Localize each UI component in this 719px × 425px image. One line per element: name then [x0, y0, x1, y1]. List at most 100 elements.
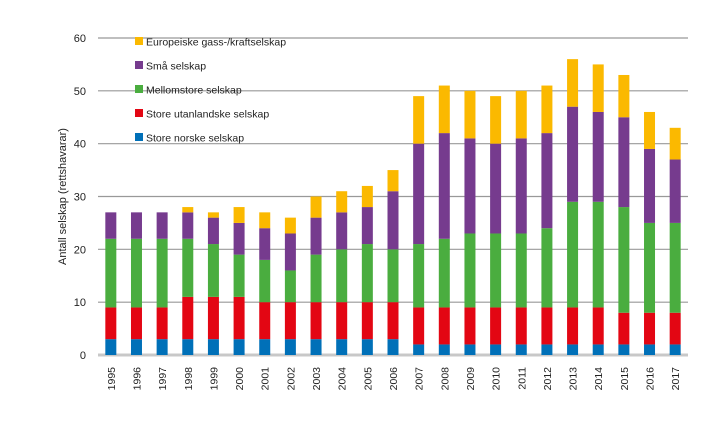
x-tick-label: 2009	[465, 367, 477, 391]
bar-segment	[336, 191, 348, 213]
bar-segment	[310, 339, 322, 355]
x-tick-label: 1996	[131, 367, 143, 391]
bar-segment	[259, 212, 271, 229]
bar-segment	[567, 201, 579, 308]
bar-segment	[490, 96, 502, 144]
bar-segment	[515, 233, 527, 308]
y-tick-label: 0	[80, 350, 86, 362]
bar-segment	[284, 339, 296, 355]
bar-segment	[464, 307, 476, 345]
legend-label: Europeiske gass-/kraftselskap	[146, 37, 286, 49]
bar-segment	[259, 302, 271, 340]
x-tick-label: 2014	[593, 367, 605, 391]
bar-segment	[207, 339, 219, 355]
bar-segment	[490, 307, 502, 345]
bar-segment	[387, 249, 399, 303]
bar-segment	[284, 217, 296, 234]
bar-segment	[284, 233, 296, 271]
x-tick-label: 2015	[619, 367, 631, 391]
bar-segment	[387, 191, 399, 250]
x-tick-label: 2006	[388, 367, 400, 391]
bar-segment	[541, 133, 553, 229]
bar-segment	[413, 344, 425, 355]
bar-segment	[567, 344, 579, 355]
bar-segment	[336, 302, 348, 340]
bar-segment	[182, 296, 194, 340]
bar-segment	[490, 143, 502, 234]
bar-segment	[464, 344, 476, 355]
bar-segment	[207, 296, 219, 340]
bar-segment	[387, 170, 399, 192]
bar-segment	[130, 339, 142, 355]
bar-segment	[567, 59, 579, 107]
bar-segment	[284, 302, 296, 340]
bar-segment	[644, 344, 656, 355]
bar-segment	[130, 307, 142, 340]
bar-segment	[618, 312, 630, 345]
x-tick-label: 1997	[157, 367, 169, 391]
x-tick-label: 2016	[645, 367, 657, 391]
bar-segment	[438, 307, 450, 345]
x-tick-label: 1999	[208, 367, 220, 391]
bar-segment	[361, 207, 373, 245]
bar-segment	[592, 111, 604, 202]
bar-segment	[156, 339, 168, 355]
bar-segment	[387, 302, 399, 340]
bar-segment	[130, 212, 142, 239]
legend-swatch	[135, 61, 143, 69]
bar-segment	[618, 74, 630, 118]
bar-segment	[669, 344, 681, 355]
bar-segment	[105, 238, 117, 308]
bar-segment	[541, 228, 553, 308]
bar-segment	[644, 222, 656, 313]
bar-segment	[541, 307, 553, 345]
bar-segment	[669, 222, 681, 313]
bar-segment	[618, 207, 630, 313]
bar-segment	[361, 302, 373, 340]
bar-segment	[592, 344, 604, 355]
bar-segment	[182, 212, 194, 239]
legend-label: Store utanlandske selskap	[146, 109, 269, 121]
bar-segment	[413, 244, 425, 308]
bar-segment	[515, 344, 527, 355]
x-tick-label: 2002	[285, 367, 297, 391]
bar-segment	[336, 339, 348, 355]
bar-segment	[515, 90, 527, 139]
x-tick-label: 2004	[337, 367, 349, 391]
x-tick-label: 2017	[670, 367, 682, 391]
bar-segment	[464, 90, 476, 139]
bar-segment	[284, 270, 296, 303]
bar-segment	[669, 159, 681, 223]
bar-segment	[413, 307, 425, 345]
x-tick-label: 2001	[260, 367, 272, 391]
x-tick-label: 1998	[183, 367, 195, 391]
y-axis-label: Antall selskap (rettshavarar)	[57, 128, 69, 265]
legend-swatch	[135, 109, 143, 117]
y-tick-label: 50	[74, 86, 86, 98]
bar-segment	[233, 296, 245, 340]
x-tick-label: 2007	[414, 367, 426, 391]
bar-segment	[130, 238, 142, 308]
bar-segment	[541, 85, 553, 134]
bar-segment	[105, 212, 117, 239]
bar-segment	[490, 233, 502, 308]
x-tick-label: 2010	[491, 367, 503, 391]
bar-segment	[156, 212, 168, 239]
bar-segment	[361, 244, 373, 303]
x-tick-label: 2011	[516, 367, 528, 390]
bar-segment	[259, 339, 271, 355]
bar-segment	[438, 85, 450, 134]
bar-segment	[233, 207, 245, 223]
y-tick-label: 40	[74, 139, 86, 151]
bar-segment	[182, 339, 194, 355]
legend-swatch	[135, 37, 143, 45]
bar-segment	[438, 344, 450, 355]
bar-segment	[207, 212, 219, 218]
bar-segment	[515, 307, 527, 345]
x-tick-label: 2012	[542, 367, 554, 391]
bar-segment	[413, 96, 425, 144]
bar-segment	[105, 307, 117, 340]
bar-segment	[567, 307, 579, 345]
x-tick-label: 2005	[362, 367, 374, 391]
